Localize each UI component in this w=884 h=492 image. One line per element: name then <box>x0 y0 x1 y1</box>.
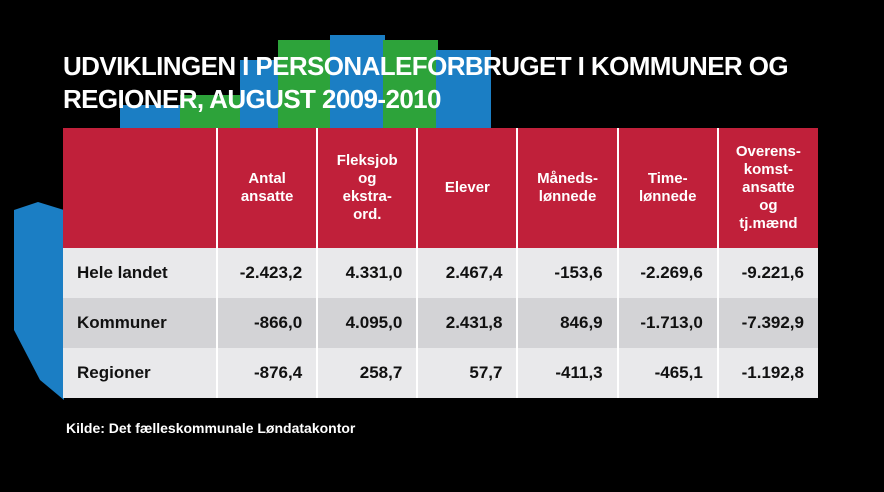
column-header: Antal ansatte <box>215 128 318 248</box>
cell: -876,4 <box>215 348 318 398</box>
table-row: Kommuner -866,0 4.095,0 2.431,8 846,9 -1.713,… <box>63 298 818 348</box>
row-label: Regioner <box>63 348 217 398</box>
deco-bar <box>180 95 240 130</box>
cell: 4.095,0 <box>316 298 418 348</box>
cell: -2.423,2 <box>215 248 318 298</box>
table-body: Hele landet -2.423,2 4.331,0 2.467,4 -153,6-… <box>63 248 818 398</box>
source: Kilde: Det fælleskommunale Løndatakontor <box>66 420 356 436</box>
column-header: Elever <box>416 128 518 248</box>
deco-bar <box>14 202 64 400</box>
deco-bar <box>436 50 491 130</box>
cell: 846,9 <box>516 298 618 348</box>
deco-bar <box>278 40 333 130</box>
table-row: Regioner -876,4 258,7 57,7 -411,3 -465,1 -1.19… <box>63 348 818 398</box>
table-row: Hele landet -2.423,2 4.331,0 2.467,4 -153,6-… <box>63 248 818 298</box>
column-header: Måneds- lønnede <box>516 128 618 248</box>
column-header: Fleksjob og ekstra- ord. <box>316 128 418 248</box>
column-header: Overens- komst- ansatte og tj.mænd <box>716 128 818 248</box>
column-header: Time- lønnede <box>616 128 718 248</box>
cell: -2.269,6 <box>616 248 718 298</box>
cell: -411,3 <box>516 348 618 398</box>
cell: -7.392,9 <box>716 298 818 348</box>
data-table: Antal ansatte Fleksjob og ekstra- ord. Ele… <box>63 128 818 398</box>
cell: -465,1 <box>616 348 718 398</box>
cell: 57,7 <box>416 348 518 398</box>
cell: 2.431,8 <box>416 298 518 348</box>
cell: -153,6 <box>516 248 618 298</box>
header-row: Antal ansatte Fleksjob og ekstra- ord. Ele… <box>63 128 818 248</box>
cell: -1.713,0 <box>616 298 718 348</box>
deco-bar <box>330 35 385 130</box>
row-label: Kommuner <box>63 298 217 348</box>
cell: 4.331,0 <box>316 248 418 298</box>
cell: -866,0 <box>215 298 318 348</box>
cell: -1.192,8 <box>716 348 818 398</box>
header-cell <box>63 128 217 248</box>
cell: 2.467,4 <box>416 248 518 298</box>
cell: -9.221,6 <box>716 248 818 298</box>
deco-bar <box>120 105 180 130</box>
cell: 258,7 <box>316 348 418 398</box>
deco-bar <box>240 60 280 130</box>
row-label: Hele landet <box>63 248 217 298</box>
title: UDVIKLINGEN I PERSONALEFORBRUGET I KOMMU… <box>63 51 789 114</box>
deco-bar <box>383 40 438 130</box>
